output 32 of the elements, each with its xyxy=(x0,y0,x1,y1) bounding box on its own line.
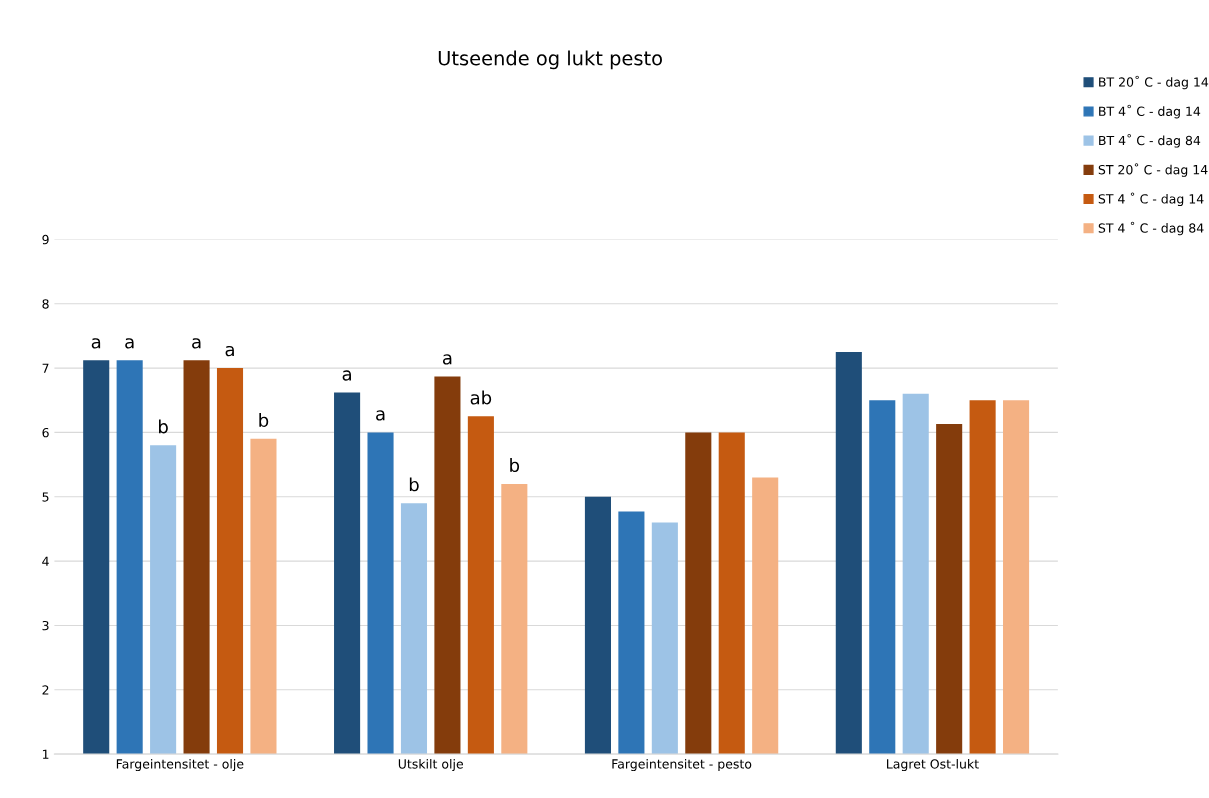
y-tick-label: 9 xyxy=(42,234,49,245)
y-tick-label: 5 xyxy=(42,492,49,502)
y-tick-label: 8 xyxy=(42,299,49,309)
y-tick-label: 4 xyxy=(42,556,49,566)
legend-label: ST 4 ˚ C - dag 84 xyxy=(1098,221,1204,236)
data-label: a xyxy=(125,338,134,349)
x-tick-label: Lagret Ost-lukt xyxy=(887,758,979,772)
legend-label: ST 20˚ C - dag 14 xyxy=(1098,163,1208,177)
x-tick-label: Fargeintensitet - olje xyxy=(116,758,244,772)
legend-label: BT 4˚ C - dag 84 xyxy=(1099,134,1201,148)
data-label: a xyxy=(225,345,234,357)
data-label: b xyxy=(159,419,168,434)
legend-label: ST 4 ˚ C - dag 14 xyxy=(1098,192,1204,207)
data-label: ab xyxy=(470,390,492,405)
data-label: b xyxy=(510,458,520,473)
x-tick-label: Fargeintensitet - pesto xyxy=(612,758,752,772)
y-tick-label: 3 xyxy=(42,620,49,631)
y-tick-label: 1 xyxy=(42,749,49,759)
x-tick-label: Utskilt olje xyxy=(398,758,463,772)
data-label: a xyxy=(342,370,351,381)
y-tick-label: 2 xyxy=(42,685,49,695)
y-tick-label: 6 xyxy=(42,427,49,438)
y-tick-label: 7 xyxy=(42,363,49,373)
data-label: a xyxy=(91,338,101,349)
data-label: b xyxy=(259,413,269,428)
legend-label: BT 4˚ C - dag 14 xyxy=(1099,104,1201,119)
legend-label: BT 20˚ C - dag 14 xyxy=(1099,75,1209,90)
data-label: a xyxy=(442,354,452,365)
data-label: a xyxy=(376,410,385,421)
data-label: a xyxy=(192,338,201,349)
chart-title: Utseende og lukt pesto xyxy=(438,50,662,70)
data-label: b xyxy=(409,477,419,492)
